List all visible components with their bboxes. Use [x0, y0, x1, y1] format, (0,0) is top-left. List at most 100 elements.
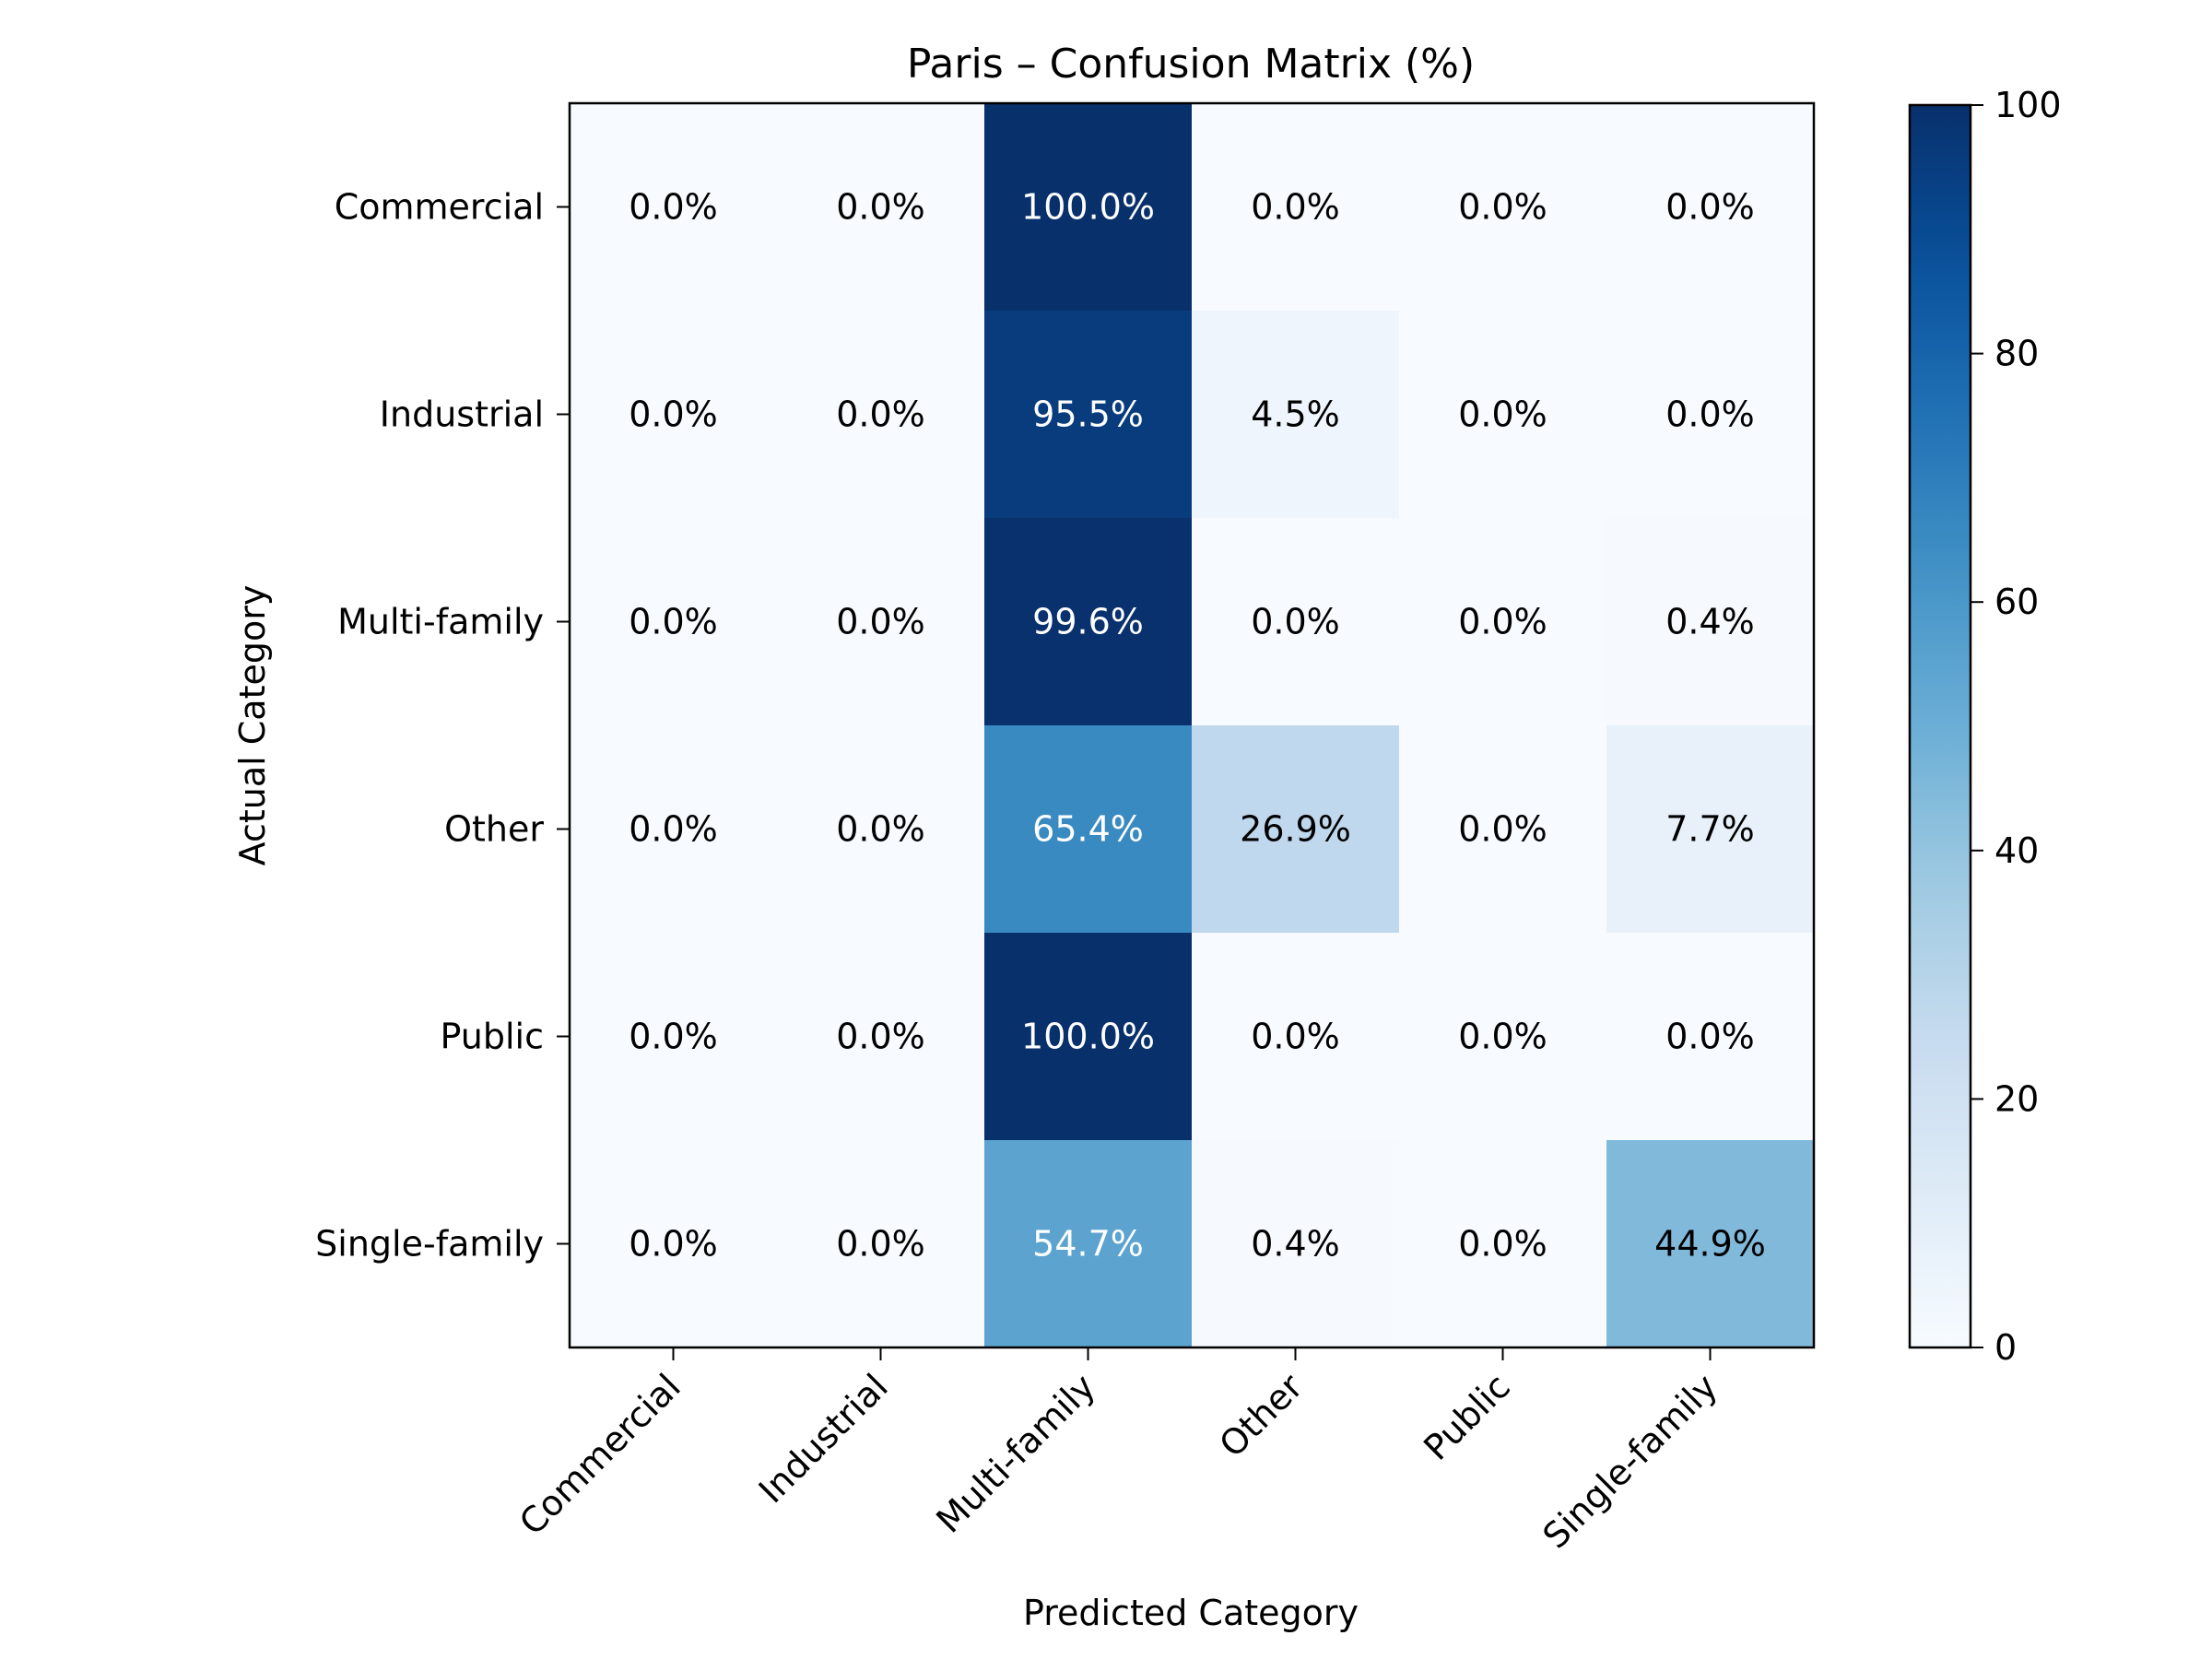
heatmap-cell [777, 933, 985, 1141]
cell-value-label: 65.4% [1032, 809, 1144, 850]
x-tick-label: Commercial [512, 1366, 688, 1543]
heatmap-cell [1192, 518, 1400, 726]
heatmap-cell [984, 311, 1193, 519]
cell-value-label: 0.0% [836, 394, 925, 435]
heatmap-cell [1399, 518, 1607, 726]
cell-value-label: 99.6% [1032, 602, 1144, 642]
heatmap-cell [1192, 1140, 1400, 1348]
cell-value-label: 0.0% [629, 602, 718, 642]
colorbar-tick-label: 100 [1994, 85, 2062, 125]
plot-frame [568, 101, 1816, 1349]
cell-value-label: 0.0% [836, 1017, 925, 1057]
colorbar-tick-label: 60 [1994, 582, 2039, 622]
cell-value-label: 0.0% [836, 809, 925, 850]
cell-value-label: 4.5% [1251, 394, 1340, 435]
cell-value-label: 0.0% [629, 809, 718, 850]
colorbar-tick-label: 80 [1994, 334, 2039, 374]
heatmap-cell [1192, 103, 1400, 312]
cell-value-label: 0.0% [1458, 394, 1547, 435]
heatmap-cell [1399, 725, 1607, 934]
heatmap-cell [777, 518, 985, 726]
heatmap-cell [984, 725, 1193, 934]
cell-value-label: 0.0% [1665, 187, 1755, 228]
heatmap-cells [570, 103, 1815, 1348]
cell-value-label: 95.5% [1032, 394, 1144, 435]
cell-value-label: 0.0% [629, 187, 718, 228]
cell-value-label: 100.0% [1021, 1017, 1155, 1057]
heatmap-cell [1606, 103, 1815, 312]
cell-value-label: 54.7% [1032, 1224, 1144, 1265]
cell-value-label: 0.0% [1458, 1017, 1547, 1057]
y-axis-ticks: Commercial Industrial Multi-family Other Pub… [315, 187, 570, 1265]
heatmap-cell [984, 518, 1193, 726]
heatmap-cell [1192, 933, 1400, 1141]
cell-value-label: 0.0% [836, 1224, 925, 1265]
cell-value-label: 0.4% [1665, 602, 1755, 642]
y-tick-label: Industrial [380, 394, 544, 435]
y-axis-label: Actual Category [232, 585, 273, 866]
heatmap-cell [1606, 1140, 1815, 1348]
cell-value-label: 0.0% [1251, 1017, 1340, 1057]
heatmap-cell [984, 933, 1193, 1141]
y-tick-label: Multi-family [337, 602, 544, 642]
heatmap-cell [777, 725, 985, 934]
x-axis-label: Predicted Category [1023, 1593, 1359, 1633]
heatmap-cell [570, 311, 778, 519]
cell-value-label: 0.4% [1251, 1224, 1340, 1265]
cell-value-label: 0.0% [629, 1017, 718, 1057]
x-tick-label: Other [1211, 1366, 1311, 1465]
heatmap-cell [984, 1140, 1193, 1348]
colorbar-tick-label: 40 [1994, 830, 2039, 871]
heatmap-cell [1192, 725, 1400, 934]
chart-title: Paris – Confusion Matrix (%) [907, 41, 1475, 88]
cell-value-label: 44.9% [1654, 1224, 1766, 1265]
y-tick-label: Other [444, 809, 544, 850]
heatmap-cell [777, 1140, 985, 1348]
cell-value-label: 0.0% [1251, 187, 1340, 228]
heatmap-cell [1399, 103, 1607, 312]
cell-value-label: 0.0% [629, 394, 718, 435]
heatmap-cell-labels: 0.0% 0.0% 100.0% 0.0% 0.0% 0.0% 0.0% 0.0% 95.5% 4… [629, 187, 1766, 1265]
x-tick-label: Industrial [751, 1366, 896, 1511]
cell-value-label: 0.0% [1665, 394, 1755, 435]
heatmap-cell [570, 518, 778, 726]
colorbar-tick-label: 0 [1994, 1327, 2017, 1368]
cell-value-label: 0.0% [1458, 809, 1547, 850]
heatmap-cell [984, 103, 1193, 312]
cell-value-label: 0.0% [1458, 187, 1547, 228]
x-tick-label: Multi-family [928, 1366, 1102, 1540]
heatmap-cell [1606, 725, 1815, 934]
y-tick-label: Commercial [335, 187, 544, 228]
heatmap-cell [570, 725, 778, 934]
heatmap-cell [1399, 311, 1607, 519]
heatmap-cell [570, 933, 778, 1141]
heatmap-cell [1606, 311, 1815, 519]
heatmap-cell [570, 103, 778, 312]
heatmap-cell [777, 311, 985, 519]
heatmap-cell [1399, 933, 1607, 1141]
x-tick-label: Public [1416, 1366, 1518, 1468]
cell-value-label: 0.0% [1251, 602, 1340, 642]
x-tick-label: Single-family [1535, 1366, 1725, 1556]
heatmap-cell [1192, 311, 1400, 519]
heatmap-cell [1606, 518, 1815, 726]
y-tick-label: Single-family [315, 1224, 544, 1265]
colorbar [1908, 103, 1972, 1349]
heatmap-cell [1399, 1140, 1607, 1348]
cell-value-label: 0.0% [629, 1224, 718, 1265]
y-tick-label: Public [441, 1017, 544, 1057]
colorbar-ticks: 0 20 40 60 80 100 [1971, 85, 2062, 1368]
heatmap-cell [570, 1140, 778, 1348]
cell-value-label: 26.9% [1240, 809, 1351, 850]
cell-value-label: 7.7% [1665, 809, 1755, 850]
cell-value-label: 0.0% [1665, 1017, 1755, 1057]
cell-value-label: 100.0% [1021, 187, 1155, 228]
heatmap-cell [777, 103, 985, 312]
x-axis-ticks: Commercial Industrial Multi-family Other Pub… [512, 1347, 1725, 1557]
cell-value-label: 0.0% [1458, 1224, 1547, 1265]
cell-value-label: 0.0% [836, 187, 925, 228]
colorbar-tick-label: 20 [1994, 1078, 2039, 1119]
cell-value-label: 0.0% [1458, 602, 1547, 642]
cell-value-label: 0.0% [836, 602, 925, 642]
